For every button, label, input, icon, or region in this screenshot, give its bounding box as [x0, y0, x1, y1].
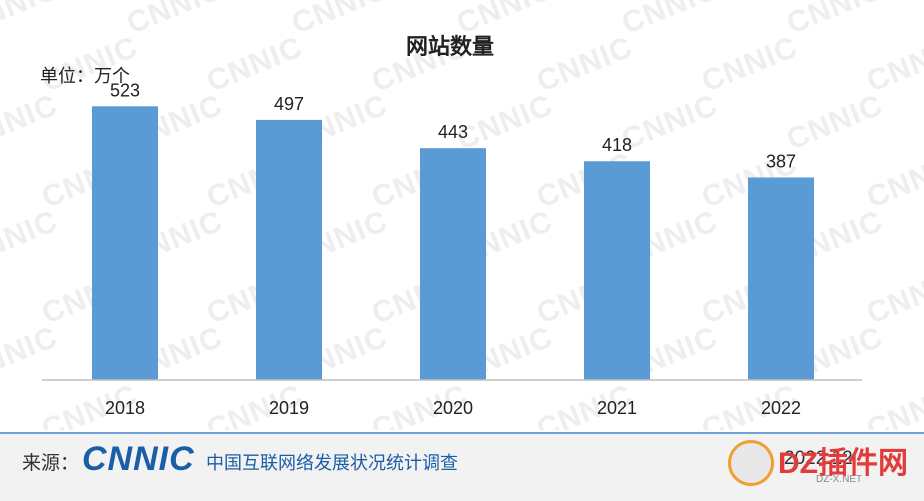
x-tick-label-2018: 2018: [105, 398, 145, 418]
x-tick-label-2020: 2020: [433, 398, 473, 418]
data-label-2019: 497: [274, 94, 304, 114]
cnnic-logo: CNNIC: [82, 440, 195, 478]
bars-group: 523 2018 497 2019 443 2020 418 2021 387 2022: [92, 80, 814, 418]
x-tick-label-2019: 2019: [269, 398, 309, 418]
dz-logo-icon: [728, 440, 774, 486]
bar-2020: [420, 148, 486, 380]
org-name: 中国互联网络发展状况统计调查: [206, 453, 458, 474]
site-domain: DZ-X.NET: [816, 474, 863, 485]
data-label-2018: 523: [110, 80, 140, 100]
x-tick-label-2022: 2022: [761, 398, 801, 418]
bar-2022: [748, 177, 814, 380]
x-tick-label-2021: 2021: [597, 398, 637, 418]
data-label-2021: 418: [602, 135, 632, 155]
data-label-2020: 443: [438, 122, 468, 142]
unit-label: 单位：万个: [40, 66, 130, 87]
source-label: 来源：: [22, 452, 80, 474]
bar-chart: 网站数量 单位：万个 523 2018 497 2019 443 2020 418 2021 3…: [40, 34, 862, 418]
footer-divider: [0, 432, 924, 434]
bar-2018: [92, 106, 158, 381]
data-label-2022: 387: [766, 151, 796, 171]
site-name: DZ插件网: [778, 447, 908, 480]
survey-date: 2022.12: [784, 448, 853, 469]
chart-title: 网站数量: [406, 34, 494, 60]
site-watermark-badge: DZ插件网 DZ-X.NET: [720, 436, 920, 496]
bar-2019: [256, 119, 322, 381]
bar-2021: [584, 161, 650, 380]
